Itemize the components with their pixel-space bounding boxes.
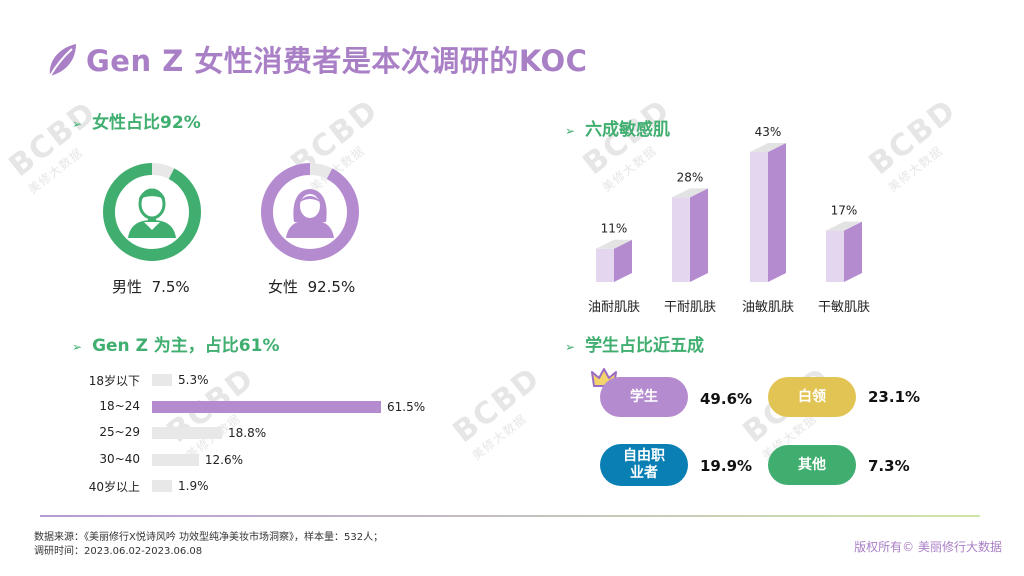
age-bar — [152, 453, 199, 466]
age-bar — [152, 400, 381, 413]
footer-source: 数据来源：《美丽修行X悦诗风吟 功效型纯净美妆市场洞察》，样本量：532人； — [34, 532, 384, 543]
age-bar — [152, 374, 172, 386]
occupation-pill-other: 其他 — [768, 445, 856, 485]
arrow-icon: ➢ — [72, 117, 83, 131]
gender-heading-text: 女性占比92% — [92, 113, 201, 133]
skin-bar — [750, 143, 786, 282]
age-value: 12.6% — [204, 452, 244, 467]
footer-notes: 数据来源：《美丽修行X悦诗风吟 功效型纯净美妆市场洞察》，样本量：532人； 调… — [34, 531, 383, 559]
skin-value: 43% — [755, 125, 782, 139]
female-avatar-icon — [286, 189, 334, 238]
skin-label: 油敏肌肤 — [741, 300, 794, 315]
arrow-icon: ➢ — [72, 340, 83, 354]
footer-period: 调研时间：2023.06.02-2023.06.08 — [34, 546, 203, 557]
occupation-value-other: 7.3% — [868, 457, 910, 475]
female-label-text: 女性 — [268, 278, 299, 296]
occupation-value-student: 49.6% — [700, 390, 753, 408]
skin-value: 11% — [601, 222, 628, 236]
male-label-text: 男性 — [112, 278, 143, 296]
copyright: 版权所有© 美丽修行大数据 — [854, 540, 1002, 554]
skin-heading-text: 六成敏感肌 — [585, 120, 671, 140]
watermark: BCBD 美修大数据 — [447, 361, 558, 464]
arrow-icon: ➢ — [565, 340, 576, 354]
age-heading-text: Gen Z 为主，占比61% — [92, 336, 280, 356]
age-value: 1.9% — [178, 479, 209, 493]
skin-bar-chart: 11% 28% 43% 17% — [596, 125, 862, 282]
male-ring-arc — [103, 163, 201, 261]
skin-category-labels: 油耐肌肤 干耐肌肤 油敏肌肤 干敏肌肤 — [570, 296, 890, 316]
age-label: 25~29 — [99, 425, 140, 439]
male-avatar-icon — [128, 188, 176, 238]
age-value: 5.3% — [178, 373, 209, 387]
skin-value: 28% — [677, 170, 704, 184]
page-title: Gen Z 女性消费者是本次调研的KOC — [86, 44, 588, 78]
age-value: 61.5% — [387, 399, 426, 414]
age-heading: ➢ Gen Z 为主，占比61% — [72, 331, 280, 356]
occupation-pill-student: 学生 — [600, 377, 688, 417]
occupation-heading: ➢ 学生占比近五成 — [565, 331, 704, 356]
leaf-icon — [49, 44, 76, 77]
skin-bar — [596, 239, 632, 282]
age-label: 30~40 — [99, 451, 140, 466]
age-label: 18岁以下 — [88, 374, 140, 388]
gender-heading: ➢ 女性占比92% — [72, 108, 201, 133]
skin-value: 17% — [831, 204, 858, 218]
male-label: 男性 7.5% — [112, 276, 190, 297]
skin-label: 油耐肌肤 — [587, 300, 640, 315]
skin-heading: ➢ 六成敏感肌 — [565, 115, 670, 140]
age-bar-chart: 18岁以下 5.3% 18~24 61.5% 25~29 18.8% 30~40 12.6% 4… — [80, 372, 460, 502]
freelancer-label-line1: 自由职 — [623, 448, 665, 464]
age-bar — [152, 427, 222, 439]
male-ring-chart — [103, 163, 201, 261]
female-ring-arc — [261, 163, 359, 261]
occupation-value-freelancer: 19.9% — [700, 457, 753, 475]
skin-bar — [672, 188, 708, 282]
freelancer-label-line2: 业者 — [630, 465, 658, 481]
skin-bar — [826, 221, 862, 282]
age-label: 40岁以上 — [88, 480, 140, 494]
skin-label: 干敏肌肤 — [817, 300, 870, 315]
arrow-icon: ➢ — [565, 124, 576, 138]
female-value: 92.5% — [307, 278, 356, 296]
age-value: 18.8% — [228, 426, 267, 440]
age-bar — [152, 480, 160, 492]
occupation-pill-whitecollar: 白领 — [768, 377, 856, 417]
female-ring-chart — [261, 163, 359, 261]
skin-label: 干耐肌肤 — [663, 300, 716, 315]
female-label: 女性 92.5% — [268, 276, 355, 297]
occupation-pill-freelancer: 自由职 业者 — [600, 444, 688, 486]
occupation-value-whitecollar: 23.1% — [868, 388, 921, 406]
occupation-heading-text: 学生占比近五成 — [585, 336, 705, 356]
male-value: 7.5% — [151, 278, 190, 296]
age-label: 18~24 — [99, 398, 140, 413]
footer-divider — [40, 515, 980, 517]
